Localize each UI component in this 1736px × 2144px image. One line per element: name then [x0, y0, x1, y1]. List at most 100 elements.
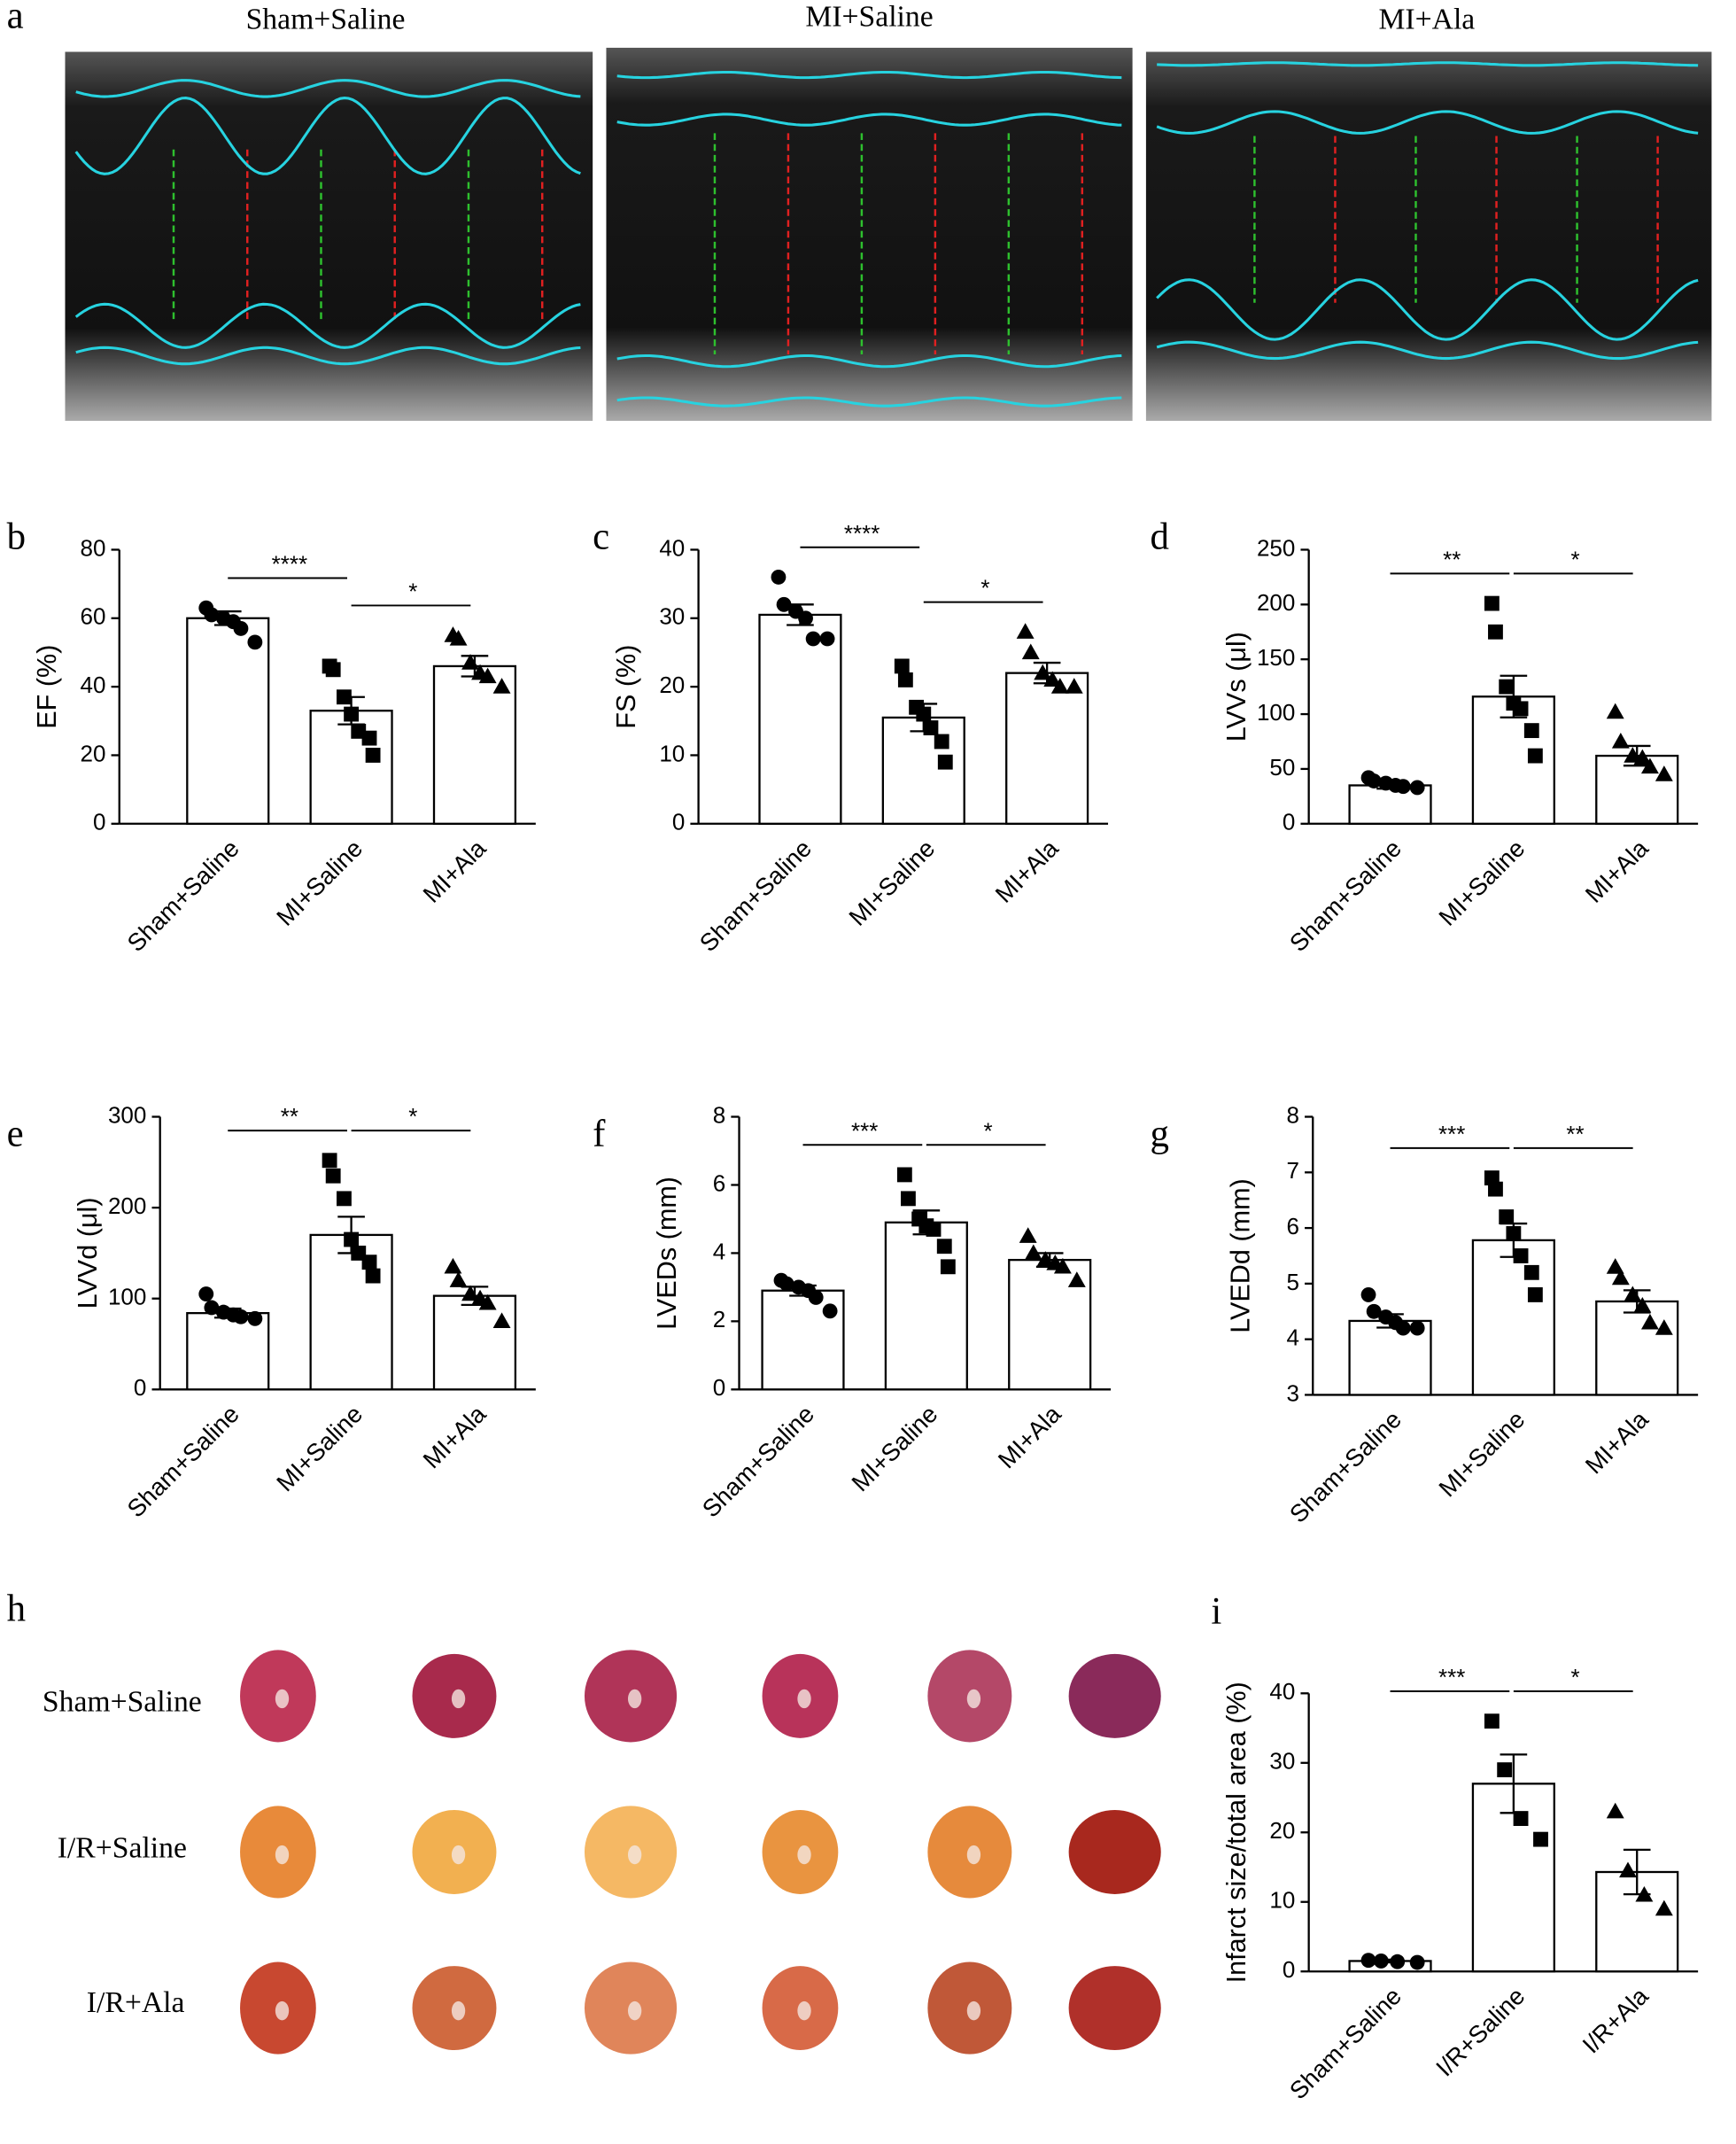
- trace-line: [1156, 340, 1699, 361]
- y-axis-label: LVVd (μl): [73, 1197, 103, 1309]
- data-point: [1360, 1287, 1376, 1302]
- data-point: [1513, 1248, 1529, 1263]
- x-tick-label: MI+Saline: [271, 1400, 368, 1496]
- trace-line: [74, 97, 581, 175]
- data-point: [1488, 624, 1503, 640]
- data-point: [344, 1231, 360, 1247]
- lumen: [451, 1689, 466, 1709]
- x-tick-label: Sham+Saline: [1284, 1982, 1407, 2104]
- data-point: [1050, 678, 1069, 694]
- lumen: [275, 1689, 290, 1709]
- y-tick-label: 30: [1269, 1748, 1295, 1775]
- photo-row-label: I/R+Ala: [87, 1986, 185, 2019]
- y-tick-label: 200: [1257, 589, 1295, 616]
- y-tick-label: 2: [713, 1306, 725, 1332]
- y-axis-label: FS (%): [611, 645, 641, 729]
- x-tick-label: Sham+Saline: [1284, 1405, 1407, 1527]
- data-point: [1067, 1271, 1086, 1287]
- data-point: [1373, 1954, 1389, 1969]
- trace-line: [1156, 278, 1699, 341]
- significance-label: ***: [851, 1117, 878, 1144]
- data-point: [204, 1300, 220, 1316]
- x-tick-label: MI+Ala: [1580, 1405, 1655, 1480]
- significance-label: *: [408, 579, 417, 605]
- trace-line: [616, 353, 1122, 369]
- bar: [758, 613, 842, 825]
- echo-label: Sham+Saline: [246, 4, 406, 36]
- y-axis-label: LVVs (μl): [1221, 632, 1252, 742]
- y-tick-label: 40: [659, 534, 685, 561]
- significance-label: *: [1570, 547, 1579, 573]
- y-tick-label: 100: [108, 1284, 146, 1310]
- significance-label: *: [980, 575, 989, 602]
- data-point: [461, 654, 479, 670]
- data-point: [1640, 1313, 1659, 1330]
- data-point: [444, 1257, 462, 1274]
- data-point: [325, 662, 341, 678]
- data-point: [478, 667, 497, 684]
- data-point: [1523, 1264, 1539, 1280]
- photo-row-label: Sham+Saline: [43, 1685, 202, 1718]
- lumen: [275, 2000, 290, 2021]
- data-point: [1655, 765, 1673, 781]
- y-tick-label: 300: [108, 1101, 146, 1128]
- y-tick-label: 0: [93, 809, 105, 835]
- data-point: [926, 1222, 942, 1237]
- data-point: [247, 634, 263, 650]
- y-tick-label: 40: [1269, 1678, 1295, 1705]
- y-axis-label: Infarct size/total area (%): [1221, 1682, 1252, 1983]
- x-tick-label: I/R+Ala: [1577, 1982, 1654, 2059]
- x-tick-label: Sham+Saline: [697, 1400, 819, 1522]
- x-tick-label: MI+Saline: [271, 835, 368, 931]
- data-point: [361, 730, 377, 746]
- data-point: [1065, 678, 1083, 694]
- y-tick-label: 6: [1286, 1213, 1298, 1239]
- data-point: [819, 631, 835, 647]
- bar: [1005, 672, 1089, 825]
- data-point: [896, 1167, 912, 1183]
- x-tick-label: Sham+Saline: [122, 835, 244, 957]
- y-tick-label: 40: [81, 672, 106, 698]
- echo-image: [1145, 51, 1712, 421]
- trace-line: [1156, 110, 1699, 135]
- y-tick-label: 80: [81, 534, 106, 561]
- x-tick-label: MI+Ala: [417, 1400, 492, 1474]
- data-point: [1034, 664, 1052, 680]
- data-point: [1513, 1811, 1529, 1826]
- lumen: [627, 2000, 642, 2021]
- data-point: [1655, 1319, 1673, 1335]
- data-point: [233, 620, 249, 636]
- data-point: [1021, 643, 1040, 660]
- y-tick-label: 20: [81, 740, 106, 766]
- echo-label: MI+Saline: [805, 0, 933, 33]
- data-point: [198, 1286, 214, 1302]
- echo-image: [65, 51, 593, 421]
- photo-row-label: I/R+Saline: [58, 1832, 187, 1865]
- panel-letter: f: [593, 1113, 606, 1154]
- data-point: [337, 1191, 352, 1207]
- data-point: [449, 630, 468, 646]
- y-tick-label: 0: [134, 1374, 146, 1401]
- panel-letter: d: [1151, 517, 1169, 558]
- y-tick-label: 3: [1286, 1379, 1298, 1406]
- data-point: [1611, 1269, 1630, 1286]
- data-point: [492, 1312, 511, 1329]
- y-tick-label: 20: [1269, 1817, 1295, 1844]
- data-point: [247, 1310, 263, 1326]
- data-point: [1606, 1258, 1624, 1274]
- data-point: [1053, 1257, 1072, 1274]
- data-point: [1497, 1762, 1513, 1778]
- data-point: [1633, 749, 1652, 765]
- data-point: [1624, 1286, 1642, 1302]
- data-point: [1523, 723, 1539, 739]
- data-point: [322, 1153, 337, 1169]
- lumen: [627, 1845, 642, 1865]
- data-point: [1606, 1802, 1624, 1819]
- y-tick-label: 60: [81, 603, 106, 630]
- x-tick-label: Sham+Saline: [122, 1400, 244, 1522]
- y-tick-label: 30: [659, 603, 685, 630]
- lumen: [966, 2000, 981, 2021]
- data-point: [1395, 779, 1411, 795]
- y-tick-label: 4: [1286, 1324, 1298, 1351]
- significance-label: ****: [844, 520, 880, 547]
